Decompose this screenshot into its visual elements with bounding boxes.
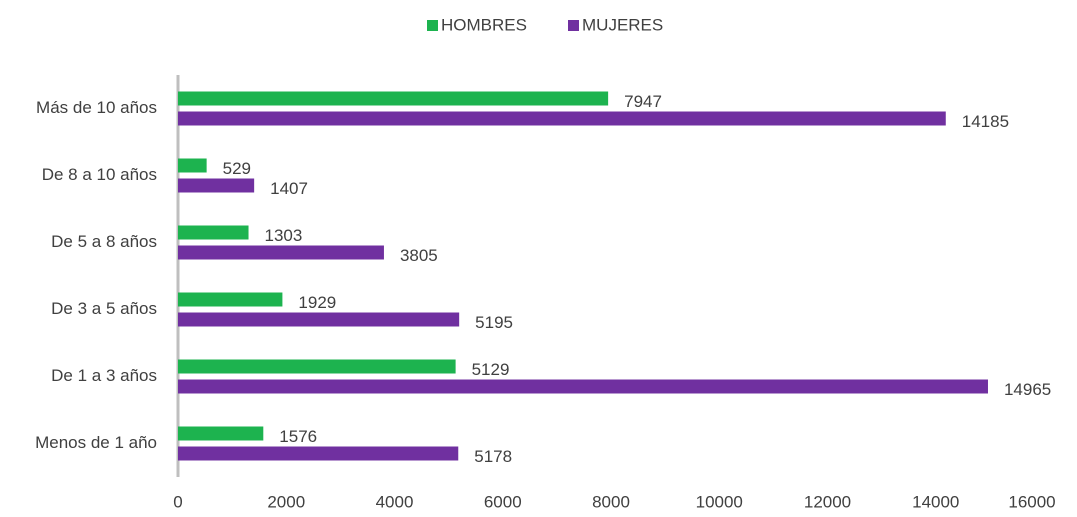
x-tick-label: 0 [173, 492, 182, 511]
bar [178, 225, 249, 240]
x-tick-label: 14000 [912, 492, 959, 511]
bar [178, 359, 456, 374]
legend-swatch [427, 20, 438, 31]
y-tick-label: De 1 a 3 años [51, 366, 157, 385]
bar [178, 426, 264, 441]
bar [178, 292, 283, 307]
bar [178, 158, 207, 173]
value-label: 5195 [475, 313, 513, 332]
bar [178, 312, 460, 327]
y-tick-label: De 3 a 5 años [51, 299, 157, 318]
bar [178, 178, 255, 193]
x-tick-label: 16000 [1008, 492, 1055, 511]
y-tick-label: Más de 10 años [36, 98, 157, 117]
bar [178, 91, 609, 106]
value-label: 7947 [624, 92, 662, 111]
x-tick-label: 8000 [592, 492, 630, 511]
x-tick-label: 12000 [804, 492, 851, 511]
bar [178, 379, 988, 394]
bar [178, 111, 946, 126]
value-label: 1407 [270, 179, 308, 198]
value-label: 14185 [962, 112, 1009, 131]
value-label: 1576 [279, 427, 317, 446]
x-tick-label: 10000 [696, 492, 743, 511]
value-label: 14965 [1004, 380, 1051, 399]
y-tick-label: De 8 a 10 años [42, 165, 157, 184]
legend-swatch [568, 20, 579, 31]
bar [178, 245, 384, 260]
value-label: 5178 [474, 447, 512, 466]
value-label: 1303 [265, 226, 303, 245]
value-label: 1929 [298, 293, 336, 312]
legend-label: MUJERES [582, 15, 663, 34]
value-label: 529 [223, 159, 251, 178]
bar [178, 446, 459, 461]
value-label: 5129 [472, 360, 510, 379]
y-tick-label: Menos de 1 año [35, 433, 157, 452]
x-tick-label: 4000 [376, 492, 414, 511]
value-label: 3805 [400, 246, 438, 265]
legend-label: HOMBRES [441, 15, 527, 34]
x-tick-label: 2000 [267, 492, 305, 511]
x-tick-label: 6000 [484, 492, 522, 511]
y-tick-label: De 5 a 8 años [51, 232, 157, 251]
